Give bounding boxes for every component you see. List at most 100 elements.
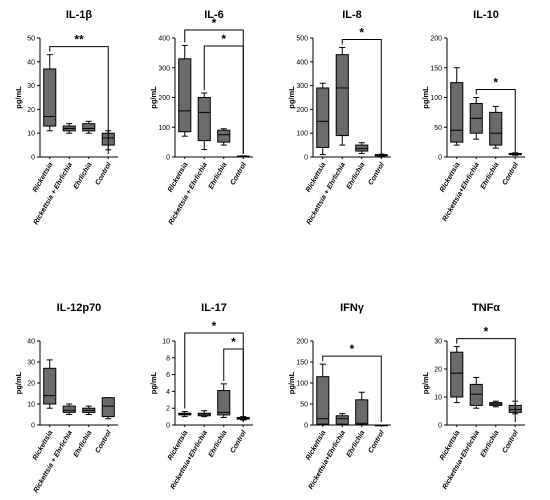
box-iqr [335,415,349,425]
y-tick-label: 6 [166,372,170,379]
y-tick-label: 30 [27,83,35,90]
x-category-label: Ehrlichia [208,161,229,190]
significance-label: * [212,16,217,30]
bracket-line [322,355,382,422]
x-category-label: Control [94,429,113,455]
box-iqr [469,383,483,406]
bracket-line [456,338,516,422]
box-3 [82,120,96,134]
box-3 [355,142,369,154]
box-iqr [355,144,369,152]
significance-label: * [350,342,355,356]
box-iqr [43,68,57,127]
box-3 [82,405,96,415]
y-axis-label: pg/mL [287,371,296,394]
box-3 [489,400,503,408]
y-tick-label: 10 [27,131,35,138]
y-tick-label: 0 [31,423,35,430]
y-tick-label: 30 [27,360,35,367]
x-category-label: Rickettsia + Ehrlichia [33,161,74,226]
y-tick-label: 100 [296,381,308,388]
y-tick-label: 300 [296,83,308,90]
x-category-label: Control [501,161,520,187]
box-2 [197,410,211,418]
box-iqr [355,399,369,426]
y-tick-label: 400 [296,59,308,66]
y-tick-label: 0 [166,155,170,162]
x-category-label: Ehrlichia [480,429,501,458]
y-tick-label: 20 [27,107,35,114]
bracket-line [475,89,516,154]
box-iqr [82,123,96,132]
box-3 [217,128,231,146]
y-tick-label: 200 [296,339,308,346]
y-tick-label: 150 [296,360,308,367]
box-iqr [62,405,76,413]
box-1 [43,359,57,409]
box-3 [489,105,503,149]
significance-bracket: * [475,76,516,154]
y-tick-label: 10 [434,395,442,402]
x-category-label: Control [367,429,386,455]
significance-bracket: * [184,16,244,154]
y-tick-label: 20 [434,367,442,374]
y-tick-label: 100 [296,131,308,138]
significance-label: ** [74,33,84,47]
x-category-label: Ehrlichia [346,429,367,458]
x-category-label: Control [367,161,386,187]
x-category-label: Ehrlichia [73,429,94,458]
significance-bracket: * [322,342,382,422]
significance-label: * [221,32,226,46]
panel-title: IL-8 [342,9,362,21]
box-iqr [450,351,464,398]
box-2 [62,403,76,415]
y-tick-label: 0 [304,155,308,162]
box-iqr [217,390,231,416]
bracket-line [223,348,244,422]
box-1 [178,44,192,137]
significance-label: * [231,335,236,349]
y-tick-label: 2 [166,406,170,413]
x-category-label: Rickettsia+Ehrlichia [170,429,209,490]
y-tick-label: 200 [430,36,442,43]
x-category-label: Control [94,161,113,187]
x-category-label: Control [501,429,520,455]
significance-label: * [493,76,498,90]
y-tick-label: 300 [158,65,170,72]
box-2 [469,97,483,140]
panel-title: IL-6 [204,9,224,21]
box-1 [178,411,192,418]
panel-6: IL-17pg/mL0246810RickettsiaRickettsia+Eh… [149,302,253,491]
y-tick-label: 500 [296,36,308,43]
box-1 [450,67,464,146]
y-tick-label: 150 [430,65,442,72]
panel-title: IL-17 [201,302,227,314]
significance-bracket: * [223,335,244,422]
box-2 [469,376,483,409]
y-tick-label: 10 [162,339,170,346]
significance-bracket: * [341,26,382,154]
significance-label: * [212,319,217,333]
x-category-label: Rickettsia + Ehrlichia [33,429,74,494]
box-1 [316,82,330,156]
box-2 [335,413,349,426]
y-tick-label: 200 [296,107,308,114]
y-tick-label: 10 [27,402,35,409]
box-iqr [450,82,464,143]
significance-label: * [484,325,489,339]
x-category-label: Ehrlichia [73,161,94,190]
box-2 [62,123,76,134]
y-axis-label: pg/mL [149,371,158,394]
x-category-label: Control [229,429,248,455]
box-iqr [43,367,57,405]
y-tick-label: 0 [31,155,35,162]
y-tick-label: 50 [27,36,35,43]
x-category-label: Control [229,161,248,187]
x-category-label: Rickettsia + Ehrlichia [306,161,347,226]
x-category-label: Ehrlichia [480,161,501,190]
box-iqr [197,97,211,142]
box-2 [335,47,349,146]
bracket-line [341,39,382,154]
y-tick-label: 200 [158,95,170,102]
